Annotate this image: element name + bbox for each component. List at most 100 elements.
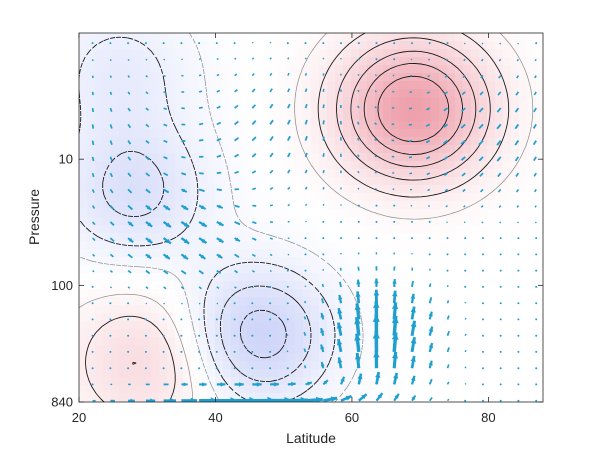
field-cell bbox=[159, 337, 168, 346]
field-cell bbox=[215, 217, 224, 226]
wind-vector bbox=[304, 237, 307, 240]
field-cell bbox=[527, 193, 536, 202]
field-cell bbox=[263, 33, 272, 42]
field-cell bbox=[223, 209, 232, 218]
wind-vector bbox=[443, 123, 449, 128]
field-cell bbox=[247, 161, 256, 170]
field-cell bbox=[367, 97, 376, 106]
field-cell bbox=[223, 145, 232, 154]
field-cell bbox=[335, 73, 344, 82]
field-cell bbox=[439, 249, 448, 258]
wind-vector bbox=[357, 58, 360, 61]
wind-vector bbox=[145, 269, 151, 275]
field-cell bbox=[279, 265, 288, 274]
field-cell bbox=[327, 201, 336, 210]
wind-vector bbox=[181, 397, 197, 402]
field-cell bbox=[159, 257, 168, 266]
field-cell bbox=[327, 129, 336, 138]
wind-vector bbox=[251, 153, 257, 158]
field-cell bbox=[303, 89, 312, 98]
field-cell bbox=[463, 249, 472, 258]
field-cell bbox=[423, 401, 432, 402]
field-cell bbox=[399, 225, 408, 234]
field-cell bbox=[135, 385, 144, 394]
field-cell bbox=[351, 385, 360, 394]
wind-vector bbox=[534, 58, 537, 62]
field-cell bbox=[375, 257, 384, 266]
field-cell bbox=[175, 201, 184, 210]
field-cell bbox=[111, 33, 120, 42]
field-cell bbox=[463, 289, 472, 298]
field-cell bbox=[375, 313, 384, 322]
field-cell bbox=[535, 393, 543, 402]
field-cell bbox=[215, 225, 224, 234]
field-cell bbox=[303, 281, 312, 290]
field-cell bbox=[239, 241, 248, 250]
field-cell bbox=[367, 297, 376, 306]
wind-vector bbox=[356, 137, 360, 141]
field-cell bbox=[479, 361, 488, 370]
field-cell bbox=[311, 353, 320, 362]
field-cell bbox=[135, 137, 144, 146]
field-cell bbox=[215, 313, 224, 322]
field-cell bbox=[191, 105, 200, 114]
field-cell bbox=[359, 377, 368, 386]
field-cell bbox=[191, 97, 200, 106]
wind-vector bbox=[428, 220, 431, 223]
wind-vector bbox=[181, 172, 187, 176]
field-cell bbox=[175, 33, 184, 42]
field-cell bbox=[167, 225, 176, 234]
wind-vector bbox=[233, 318, 236, 321]
field-cell bbox=[119, 89, 128, 98]
field-cell bbox=[263, 305, 272, 314]
field-cell bbox=[183, 161, 192, 170]
field-cell bbox=[335, 233, 344, 242]
field-cell bbox=[463, 81, 472, 90]
field-cell bbox=[527, 241, 536, 250]
wind-vector bbox=[373, 289, 380, 304]
field-cell bbox=[447, 225, 456, 234]
field-cell bbox=[175, 305, 184, 314]
wind-vector bbox=[216, 171, 222, 174]
field-cell bbox=[119, 145, 128, 154]
field-cell bbox=[479, 113, 488, 122]
wind-vector bbox=[181, 139, 186, 142]
field-cell bbox=[295, 121, 304, 130]
wind-vector bbox=[304, 253, 307, 256]
field-cell bbox=[463, 185, 472, 194]
field-cell bbox=[223, 81, 232, 90]
field-cell bbox=[279, 241, 288, 250]
field-cell bbox=[359, 145, 368, 154]
field-cell bbox=[359, 313, 368, 322]
field-cell bbox=[375, 345, 384, 354]
field-cell bbox=[103, 65, 112, 74]
field-cell bbox=[327, 289, 336, 298]
field-cell bbox=[87, 393, 96, 402]
field-cell bbox=[119, 193, 128, 202]
field-cell bbox=[351, 185, 360, 194]
field-cell bbox=[343, 97, 352, 106]
field-cell bbox=[127, 161, 136, 170]
wind-vector bbox=[234, 269, 239, 274]
wind-vector bbox=[374, 278, 379, 287]
field-cell bbox=[343, 329, 352, 338]
field-cell bbox=[399, 361, 408, 370]
field-cell bbox=[519, 353, 528, 362]
field-cell bbox=[183, 177, 192, 186]
field-cell bbox=[431, 313, 440, 322]
field-cell bbox=[319, 145, 328, 154]
field-cell bbox=[487, 169, 496, 178]
field-cell bbox=[111, 289, 120, 298]
field-cell bbox=[383, 345, 392, 354]
wind-vector bbox=[462, 188, 466, 193]
field-cell bbox=[103, 217, 112, 226]
field-cell bbox=[111, 361, 120, 370]
wind-vector bbox=[91, 42, 94, 45]
field-cell bbox=[175, 361, 184, 370]
wind-vector bbox=[428, 378, 433, 385]
field-cell bbox=[327, 233, 336, 242]
field-cell bbox=[319, 337, 328, 346]
field-cell bbox=[535, 377, 543, 386]
wind-vector bbox=[251, 41, 254, 44]
field-cell bbox=[135, 345, 144, 354]
